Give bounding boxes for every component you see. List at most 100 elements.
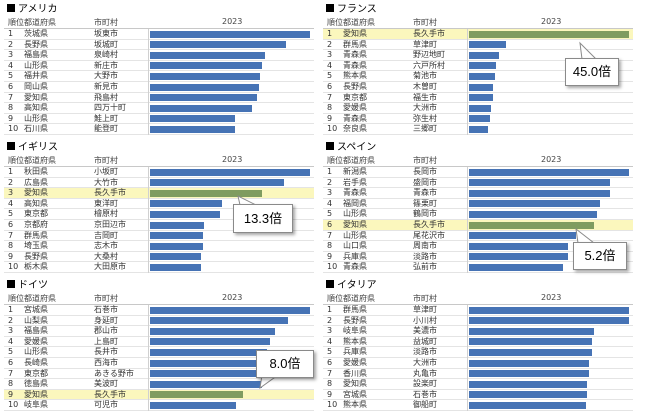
city-cell: 大竹市 — [94, 177, 118, 187]
city-cell: 木曽町 — [413, 82, 437, 91]
bar-area — [148, 231, 314, 241]
table-row: 10 岐阜県 可児市 — [4, 400, 314, 411]
bar-area — [467, 29, 633, 39]
ranking-panel: フランス 順位 都道府県 市町村 2023 1 愛知県 長久手市 2 群馬県 草津町 3 青森県 野辺地町… — [323, 3, 633, 135]
city-cell: 長久手市 — [413, 220, 445, 229]
prefecture-cell: 愛知県 — [24, 389, 48, 399]
prefecture-cell: 福島県 — [24, 50, 48, 60]
prefecture-cell: 岐阜県 — [343, 326, 367, 336]
value-bar — [150, 221, 205, 229]
city-cell: 石巻市 — [413, 389, 437, 399]
prefecture-cell: 栃木県 — [24, 262, 48, 272]
prefecture-cell: 長野県 — [24, 39, 48, 49]
bar-area — [148, 188, 314, 198]
city-cell: 上島町 — [94, 336, 118, 346]
rank-cell: 9 — [327, 113, 333, 123]
rank-cell: 6 — [8, 82, 14, 91]
city-cell: 御船町 — [413, 400, 437, 410]
bar-area — [467, 358, 633, 368]
city-cell: 長久手市 — [94, 389, 126, 399]
bar-area — [467, 103, 633, 113]
table-row: 4 青森県 六戸所村 — [323, 61, 633, 72]
city-cell: 可児市 — [94, 400, 118, 410]
ranking-rows: 1 秋田県 小坂町 2 広島県 大竹市 3 愛知県 長久手市 4 高知県 東洋町 5 東京都 檜原村 6 京都府… — [4, 167, 314, 273]
panel-title-text: スペイン — [337, 142, 377, 153]
bar-area — [467, 326, 633, 336]
panel-title: アメリカ — [4, 3, 314, 16]
prefecture-cell: 東京都 — [24, 368, 48, 378]
value-bar — [469, 221, 594, 229]
bar-area — [467, 390, 633, 400]
rank-cell: 5 — [8, 209, 14, 219]
bar-area — [148, 379, 314, 389]
prefecture-cell: 京都府 — [24, 220, 48, 229]
table-row: 9 青森県 弥生村 — [323, 114, 633, 125]
rank-cell: 4 — [327, 198, 333, 208]
value-bar — [150, 168, 310, 176]
rank-cell: 4 — [8, 60, 14, 70]
value-bar — [150, 83, 259, 91]
value-bar — [150, 200, 222, 208]
table-row: 4 熊本県 益城町 — [323, 337, 633, 348]
table-row: 5 東京都 檜原村 — [4, 209, 314, 220]
square-bullet-icon — [7, 142, 15, 150]
panel-title: フランス — [323, 3, 633, 16]
panel-title: スペイン — [323, 141, 633, 154]
rank-cell: 2 — [327, 315, 333, 325]
prefecture-header: 都道府県 — [24, 294, 56, 303]
rank-cell: 4 — [327, 336, 333, 346]
prefecture-cell: 青森県 — [343, 50, 367, 60]
table-row: 5 兵庫県 淡路市 — [323, 347, 633, 358]
rank-cell: 9 — [8, 251, 14, 261]
prefecture-cell: 福島県 — [24, 326, 48, 336]
prefecture-header: 都道府県 — [343, 294, 375, 303]
city-cell: 鶴岡市 — [413, 209, 437, 219]
prefecture-cell: 岐阜県 — [24, 400, 48, 410]
city-cell: 長井市 — [94, 347, 118, 357]
table-row: 3 青森県 青森市 — [323, 188, 633, 199]
table-row: 5 山形県 長井市 — [4, 347, 314, 358]
value-bar — [469, 232, 577, 240]
prefecture-cell: 愛知県 — [343, 379, 367, 389]
rank-cell: 9 — [8, 113, 14, 123]
table-row: 8 埼玉県 志木市 — [4, 241, 314, 252]
table-row: 8 山口県 周南市 — [323, 241, 633, 252]
year-header: 2023 — [222, 17, 243, 26]
bar-area — [467, 93, 633, 103]
highlighted-table-row: 1 愛知県 長久手市 — [323, 29, 633, 40]
value-bar — [469, 370, 589, 378]
prefecture-cell: 長野県 — [24, 251, 48, 261]
table-row: 3 岐阜県 美濃市 — [323, 326, 633, 337]
rank-cell: 4 — [8, 336, 14, 346]
city-cell: 泉崎村 — [94, 50, 118, 60]
city-header: 市町村 — [413, 18, 437, 27]
value-bar — [469, 380, 588, 388]
bar-area — [467, 220, 633, 230]
rank-cell: 9 — [327, 389, 333, 399]
prefecture-cell: 福井県 — [24, 71, 48, 81]
table-row: 8 愛媛県 大洲市 — [323, 103, 633, 114]
bar-area — [467, 252, 633, 262]
bar-area — [148, 369, 314, 379]
rank-cell: 1 — [327, 29, 333, 38]
city-cell: 鮭上町 — [94, 113, 118, 123]
value-bar — [469, 168, 629, 176]
panel-title-text: アメリカ — [18, 4, 58, 15]
ratio-callout: 45.0倍 — [565, 58, 619, 86]
city-cell: 益城町 — [413, 336, 437, 346]
bar-area — [467, 400, 633, 410]
bar-area — [148, 358, 314, 368]
rank-cell: 8 — [327, 241, 333, 251]
prefecture-cell: 群馬県 — [24, 230, 48, 240]
bar-area — [467, 61, 633, 71]
prefecture-cell: 山口県 — [343, 241, 367, 251]
value-bar — [469, 338, 593, 346]
table-row: 4 福岡県 篠栗町 — [323, 199, 633, 210]
rank-cell: 8 — [8, 103, 14, 113]
prefecture-cell: 高知県 — [24, 198, 48, 208]
table-row: 6 長野県 木曽町 — [323, 82, 633, 93]
city-header: 市町村 — [413, 156, 437, 165]
rank-cell: 7 — [8, 368, 14, 378]
city-cell: 丸亀市 — [413, 368, 437, 378]
value-bar — [150, 179, 285, 187]
